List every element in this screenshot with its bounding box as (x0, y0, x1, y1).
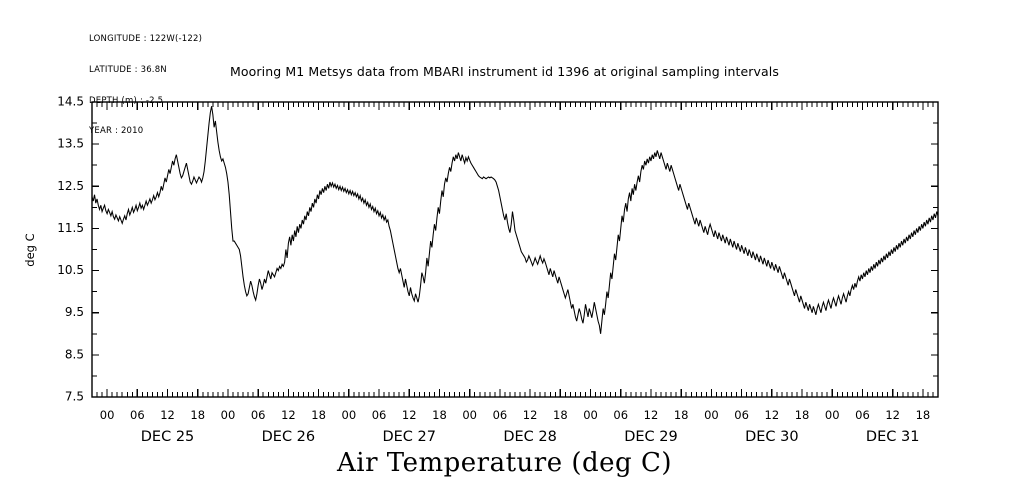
plot-frame (91, 101, 939, 398)
x-tick-hour-label: 18 (311, 408, 326, 422)
x-tick-hour-label: 00 (462, 408, 477, 422)
x-tick-hour-label: 18 (795, 408, 810, 422)
x-axis-day-label: DEC 27 (382, 429, 436, 445)
x-axis-day-label: DEC 29 (624, 429, 678, 445)
x-tick-hour-label: 00 (342, 408, 357, 422)
x-tick-hour-label: 18 (190, 408, 205, 422)
x-tick-hour-label: 00 (583, 408, 598, 422)
x-tick-hour-label: 18 (432, 408, 447, 422)
station-metadata: LONGITUDE : 122W(-122) LATITUDE : 36.8N … (89, 14, 202, 157)
x-tick-hour-label: 00 (704, 408, 719, 422)
y-tick-label: 13.5 (57, 137, 84, 151)
x-axis-day-label: DEC 30 (745, 429, 799, 445)
x-axis-hour-labels: 00 06 12 18 00 06 12 18 00 06 12 18 00 06 12 18 00 06 12 18… (100, 408, 930, 422)
metadata-latitude: LATITUDE : 36.8N (89, 65, 167, 76)
y-axis-labels: 14.5 13.5 12.5 11.5 10.5 9.5 8.5 7.5 (57, 95, 84, 404)
x-tick-hour-label: 12 (160, 408, 175, 422)
x-tick-hour-label: 06 (251, 408, 266, 422)
y-tick-label: 7.5 (65, 390, 84, 404)
y-tick-label: 9.5 (65, 305, 84, 319)
x-tick-hour-label: 12 (885, 408, 900, 422)
x-tick-hour-label: 12 (281, 408, 296, 422)
x-tick-hour-label: 06 (372, 408, 387, 422)
x-axis-day-label: DEC 28 (503, 429, 557, 445)
x-tick-hour-label: 06 (734, 408, 749, 422)
y-axis-title: deg C (23, 233, 37, 266)
metadata-year: YEAR : 2010 (89, 126, 144, 137)
air-temperature-line (91, 106, 939, 334)
x-tick-hour-label: 00 (100, 408, 115, 422)
y-tick-label: 14.5 (57, 95, 84, 109)
x-tick-hour-label: 18 (674, 408, 689, 422)
x-tick-hour-label: 18 (916, 408, 931, 422)
x-axis-day-label: DEC 25 (141, 429, 195, 445)
metadata-longitude: LONGITUDE : 122W(-122) (89, 34, 203, 45)
x-tick-hour-label: 12 (644, 408, 659, 422)
x-tick-hour-label: 18 (553, 408, 568, 422)
x-tick-hour-label: 06 (855, 408, 870, 422)
y-tick-label: 11.5 (57, 221, 84, 235)
x-axis-day-labels: DEC 25 DEC 26 DEC 27 DEC 28 DEC 29 DEC 30 DEC … (141, 429, 920, 445)
x-axis-ticks (91, 102, 939, 397)
chart-title: Mooring M1 Metsys data from MBARI instru… (230, 64, 779, 79)
metadata-depth: DEPTH (m) : -2.5 (89, 95, 164, 106)
x-tick-hour-label: 06 (493, 408, 508, 422)
x-tick-hour-label: 00 (221, 408, 236, 422)
x-tick-hour-label: 00 (825, 408, 840, 422)
x-tick-hour-label: 12 (765, 408, 780, 422)
y-axis-ticks (92, 101, 938, 398)
chart-caption: Air Temperature (deg C) (336, 448, 672, 478)
x-tick-hour-label: 06 (613, 408, 628, 422)
y-tick-label: 12.5 (57, 179, 84, 193)
x-tick-hour-label: 12 (523, 408, 538, 422)
y-tick-label: 8.5 (65, 347, 84, 361)
x-axis-day-label: DEC 26 (262, 429, 316, 445)
x-tick-hour-label: 12 (402, 408, 417, 422)
x-tick-hour-label: 06 (130, 408, 145, 422)
x-axis-day-label: DEC 31 (866, 429, 920, 445)
y-tick-label: 10.5 (57, 263, 84, 277)
